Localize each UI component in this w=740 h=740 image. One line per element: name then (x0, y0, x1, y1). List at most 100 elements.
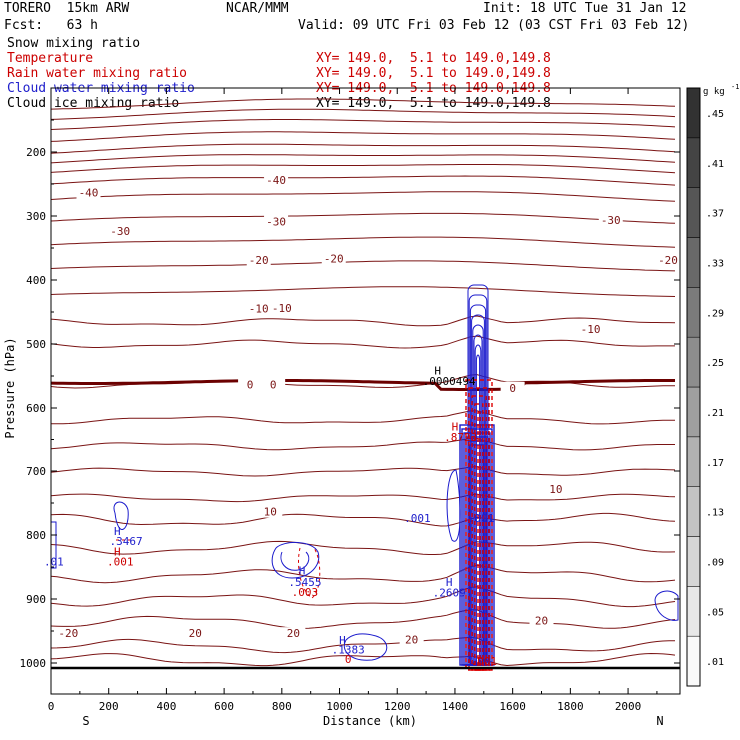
temperature-contour-label: -10 (249, 302, 269, 315)
temperature-contour-label: -20 (324, 253, 344, 266)
colorbar-segment (686, 635, 701, 687)
temperature-contour-line (50, 175, 676, 186)
temperature-contour-line (50, 652, 676, 667)
max-annotation: H (434, 365, 441, 378)
colorbar-level-label: .45 (706, 109, 724, 120)
max-annotation: .001 (471, 655, 498, 668)
y-tick-label: 400 (26, 274, 46, 287)
x-tick-label: 1800 (557, 700, 584, 713)
temperature-contour-line (50, 493, 676, 503)
label-bg (76, 186, 101, 199)
x-tick-label: 2000 (615, 700, 642, 713)
temperature-contour-line (50, 212, 676, 224)
colorbar-segment (686, 486, 701, 537)
label-bg (321, 252, 346, 265)
temperature-contour-label: -10 (272, 302, 292, 315)
max-annotation: .001 (404, 512, 431, 525)
label-bg (264, 215, 289, 228)
temperature-contour-label: 20 (535, 614, 548, 627)
temperature-contour-line (50, 410, 675, 425)
cloud-water-edge (51, 521, 57, 569)
cloud-water-blob (654, 590, 679, 621)
plot-frame (50, 87, 681, 695)
temperature-contour-label: -20 (58, 627, 78, 640)
temperature-contour-line (50, 98, 676, 110)
max-annotation: .1383 (332, 643, 365, 656)
colorbar-level-label: .13 (706, 508, 724, 519)
field-temperature-xy: XY= 149.0, 5.1 to 149.0,149.8 (316, 51, 551, 66)
axes: 0 200 400 600 800 1000 1200 1400 1600 1800 2000200… (20, 88, 680, 713)
contour-labels: -40-40-30 -30-30-20-20 -20-10-10-1000 01010… (56, 173, 680, 647)
x-axis-label: Distance (km) (323, 714, 417, 728)
colorbar-level-label: .05 (706, 607, 724, 618)
rain-water-blob (298, 547, 321, 599)
temperature-contour-label: -30 (110, 225, 130, 238)
temperature-contour-line (50, 636, 675, 654)
x-tick-label: 600 (214, 700, 234, 713)
y-axis-label: Pressure (hPa) (3, 337, 17, 438)
max-annotation: 0 (345, 653, 352, 666)
colorbar-segment (686, 336, 701, 388)
colorbar-level-label: .25 (706, 358, 724, 369)
max-annotation: .3467 (109, 535, 142, 548)
y-tick-label: 600 (26, 402, 46, 415)
label-bg (108, 225, 133, 237)
cloud-water-lobe (446, 469, 461, 542)
temperature-contour-line (50, 315, 676, 327)
colorbar-segment (686, 386, 701, 438)
temperature-contour-label: -20 (249, 254, 269, 267)
label-bg (246, 302, 271, 315)
temperature-contour-line (50, 586, 676, 608)
temperature-contour-line (50, 191, 676, 202)
y-tick-label: 1000 (20, 657, 47, 670)
label-bg (543, 483, 568, 496)
temperature-contour-label: 20 (189, 627, 202, 640)
field-snow: Snow mixing ratio (7, 36, 141, 51)
valid-time: Valid: 09 UTC Fri 03 Feb 12 (03 CST Fri … (298, 18, 690, 33)
label-bg (500, 381, 525, 394)
label-bg (281, 627, 306, 640)
temperature-contour-line (50, 236, 676, 248)
colorbar-segment (686, 436, 701, 487)
colorbar-unit: g kg (703, 87, 725, 97)
temperature-contour-label: -30 (266, 215, 286, 228)
colorbar-level-label: .37 (706, 209, 724, 220)
colorbar-level-label: .41 (706, 159, 724, 170)
temperature-contour-line (50, 154, 676, 164)
freezing-level-contour (50, 379, 675, 391)
colorbar-frame (686, 87, 701, 687)
colorbar-level-label: .21 (706, 408, 724, 419)
temperature-contour-line (50, 609, 676, 629)
field-rain-xy: XY= 149.0, 5.1 to 149.0,149.8 (316, 66, 551, 81)
x-right-end-label: N (656, 714, 663, 728)
label-bg (258, 505, 283, 518)
temperature-contour-line (50, 108, 676, 120)
max-annotations: H.0000494H.8723.001.001H.3467H.001.01H.5… (44, 365, 497, 668)
colorbar-segment (686, 586, 701, 637)
label-bg (598, 214, 623, 227)
colorbar-segment (686, 536, 701, 587)
max-annotation: .0000494 (423, 375, 476, 388)
max-annotation: .8723 (444, 431, 477, 444)
temperature-contour-line (50, 286, 676, 297)
colorbar-segment (686, 237, 701, 288)
cloud-water-blob (343, 633, 388, 661)
colorbar-level-label: .01 (706, 657, 724, 668)
label-bg (656, 253, 680, 266)
temperature-contour-label: -30 (601, 214, 621, 227)
colorbar-segment (686, 87, 701, 139)
cloud-water-blob (271, 542, 320, 579)
rain-water-column (474, 403, 484, 671)
cloud-water-core (469, 444, 485, 666)
max-annotation: H (299, 565, 306, 578)
temperature-contour-line (50, 131, 676, 142)
temperature-contour-line (50, 540, 676, 555)
max-annotation: .2609 (433, 586, 466, 599)
x-tick-label: 1400 (442, 700, 469, 713)
y-tick-label: 800 (26, 529, 46, 542)
temperature-contour-line (50, 335, 675, 349)
forecast-hour: Fcst: 63 h (4, 18, 98, 33)
x-left-end-label: S (82, 714, 89, 728)
colorbar-level-label: .29 (706, 308, 724, 319)
